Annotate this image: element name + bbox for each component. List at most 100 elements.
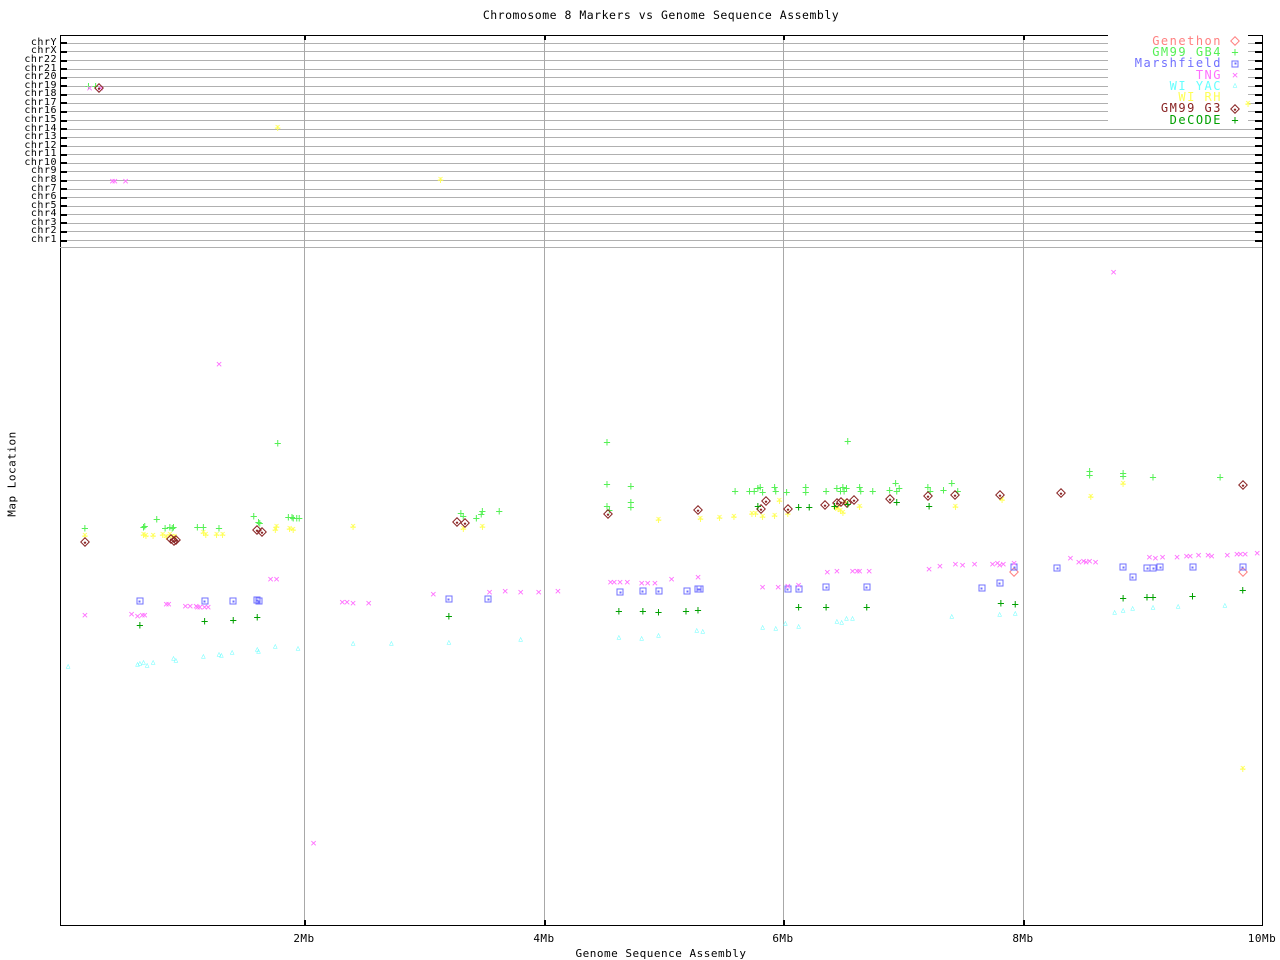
data-point-decode: + (136, 618, 144, 632)
chromosome-label: chr18 (24, 88, 57, 100)
chromosome-label: chr15 (24, 114, 57, 126)
data-point-gm99-gb4: + (1149, 470, 1157, 484)
axis-tick-bottom (783, 920, 785, 925)
data-point-tng: × (196, 600, 204, 614)
data-point-gm99-gb4: + (254, 515, 263, 529)
data-point-wi-yac: ▵ (1120, 605, 1126, 616)
data-point-marshfield (683, 587, 691, 595)
data-point-tng: × (1241, 547, 1249, 561)
legend-item: DeCODE + (1108, 113, 1248, 127)
data-point-marshfield (863, 583, 871, 591)
data-point-decode: + (1149, 590, 1157, 604)
data-point-tng: × (853, 564, 861, 578)
axis-tick-right (1255, 68, 1262, 71)
data-point-gm99-gb4: + (169, 520, 178, 534)
axis-tick-bottom (1023, 920, 1025, 925)
data-point-tng: × (122, 174, 129, 188)
axis-tick-left (60, 68, 67, 71)
x-tick-label: 6Mb (772, 932, 794, 945)
data-point-gm99-gb4: + (844, 434, 852, 448)
data-point-wi-yac: ▵ (137, 658, 143, 669)
data-point-tng: × (936, 559, 944, 573)
chromosome-gridline (60, 77, 1262, 79)
data-point-wi-yac: ▵ (141, 657, 146, 668)
data-point-gm99-gb4: + (478, 504, 487, 518)
data-point-tng: × (607, 575, 614, 589)
legend-item: GM99 G3 (1108, 101, 1248, 115)
data-point-wi-yac: ▵ (273, 641, 278, 652)
data-point-gm99-gb4: + (885, 483, 894, 497)
axis-tick-right (1255, 205, 1262, 208)
data-point-marshfield (822, 583, 830, 591)
data-point-tng: × (186, 599, 194, 613)
chromosome-label: chr20 (24, 71, 57, 83)
axis-tick-right (1255, 59, 1262, 62)
data-point-tng: × (795, 578, 802, 592)
chromosome-gridline (60, 85, 1262, 87)
data-point-gm99-gb4: + (895, 481, 903, 495)
data-point-tng: × (204, 600, 212, 614)
data-point-decode: + (1011, 597, 1019, 611)
data-point-marshfield (1010, 563, 1018, 571)
data-point-gm99-gb4: + (1085, 464, 1094, 478)
data-point-tng: × (610, 575, 618, 589)
data-point-tng: × (996, 558, 1003, 572)
data-point-wi-yac: ▵ (656, 630, 661, 641)
axis-tick-left (60, 188, 67, 191)
data-point-wi-yac: ▵ (144, 660, 150, 671)
data-point-tng: × (638, 576, 645, 590)
x-tick-label: 2Mb (293, 932, 315, 945)
legend-item: Genethon (1108, 33, 1248, 48)
legend-item: Marshfield (1108, 56, 1248, 70)
data-point-gm99-gb4: + (627, 495, 635, 509)
data-point-gm99-gb4: + (293, 511, 301, 525)
data-point-decode: + (830, 499, 839, 513)
data-point-decode: + (754, 499, 762, 513)
data-point-gm99-gb4: + (274, 436, 282, 450)
chromosome-gridline (60, 240, 1262, 242)
mb-gridline (544, 35, 545, 925)
data-point-decode: + (822, 600, 830, 614)
data-point-gm99-gb4: + (457, 506, 465, 520)
data-point-tng: × (856, 564, 863, 578)
mb-gridline (783, 35, 784, 925)
chromosome-label: chr13 (24, 131, 57, 143)
data-point-gm99-gb4: + (153, 512, 161, 526)
chromosome-label: chr3 (30, 216, 57, 228)
chart-title: Chromosome 8 Markers vs Genome Sequence … (482, 8, 840, 22)
data-point-gm99-gb4: + (1119, 469, 1127, 483)
data-point-wi-yac: ▵ (760, 622, 765, 633)
data-point-gm99-gb4: + (199, 520, 208, 534)
data-point-tng: × (165, 597, 172, 611)
axis-tick-right (1255, 239, 1262, 242)
chromosome-label: chr11 (24, 148, 57, 160)
data-point-tng: × (343, 595, 351, 609)
legend-label: Genethon (1152, 33, 1222, 48)
data-point-tng: × (1010, 556, 1018, 570)
data-point-wi-yac: ▵ (173, 655, 179, 666)
chromosome-gridline (60, 231, 1262, 233)
data-point-tng: × (971, 557, 978, 571)
data-point-decode: + (253, 610, 261, 624)
data-point-tng: × (1204, 548, 1212, 562)
legend-item: WI RH + × (1108, 90, 1251, 109)
data-point-tng: × (989, 557, 996, 571)
x-tick-label: 8Mb (1012, 932, 1034, 945)
data-point-tng: × (1092, 555, 1099, 569)
x-tick-label: 4Mb (533, 932, 555, 945)
data-point-gm99-gb4: + (822, 484, 830, 498)
data-point-gm99-gb4: + (289, 511, 297, 525)
data-point-gm99-gb4: + (1216, 470, 1224, 484)
chromosome-gridline (60, 102, 1262, 104)
legend-item: WI YAC ▵ (1108, 79, 1248, 93)
data-point-tng: × (554, 584, 562, 598)
chromosome-gridline (60, 94, 1262, 96)
data-point-marshfield (616, 588, 624, 596)
data-point-tng: × (1173, 550, 1181, 564)
data-point-marshfield (1239, 563, 1247, 571)
data-point-tng: × (141, 608, 148, 622)
data-point-gm99-gb4: + (81, 521, 89, 535)
data-point-decode: + (1188, 589, 1197, 603)
data-point-tng: × (1159, 550, 1166, 564)
data-point-tng: × (535, 585, 542, 599)
